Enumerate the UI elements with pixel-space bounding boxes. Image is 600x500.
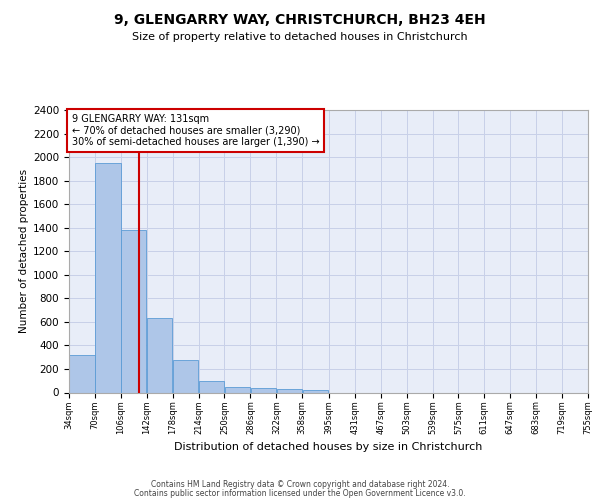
Text: Contains public sector information licensed under the Open Government Licence v3: Contains public sector information licen… (134, 489, 466, 498)
Bar (225, 387, 250, 392)
Bar (147, 318, 172, 392)
Bar (121, 230, 146, 392)
Bar (251, 388, 276, 392)
Bar (173, 360, 198, 392)
Bar (69, 356, 95, 393)
Y-axis label: Number of detached properties: Number of detached properties (19, 169, 29, 334)
Bar (302, 390, 328, 392)
Bar (95, 163, 121, 392)
Bar (199, 380, 224, 392)
Text: Contains HM Land Registry data © Crown copyright and database right 2024.: Contains HM Land Registry data © Crown c… (151, 480, 449, 489)
Bar (277, 389, 302, 392)
Text: 9, GLENGARRY WAY, CHRISTCHURCH, BH23 4EH: 9, GLENGARRY WAY, CHRISTCHURCH, BH23 4EH (114, 12, 486, 26)
Text: Size of property relative to detached houses in Christchurch: Size of property relative to detached ho… (132, 32, 468, 42)
Text: 9 GLENGARRY WAY: 131sqm
← 70% of detached houses are smaller (3,290)
30% of semi: 9 GLENGARRY WAY: 131sqm ← 70% of detache… (71, 114, 319, 148)
X-axis label: Distribution of detached houses by size in Christchurch: Distribution of detached houses by size … (175, 442, 482, 452)
